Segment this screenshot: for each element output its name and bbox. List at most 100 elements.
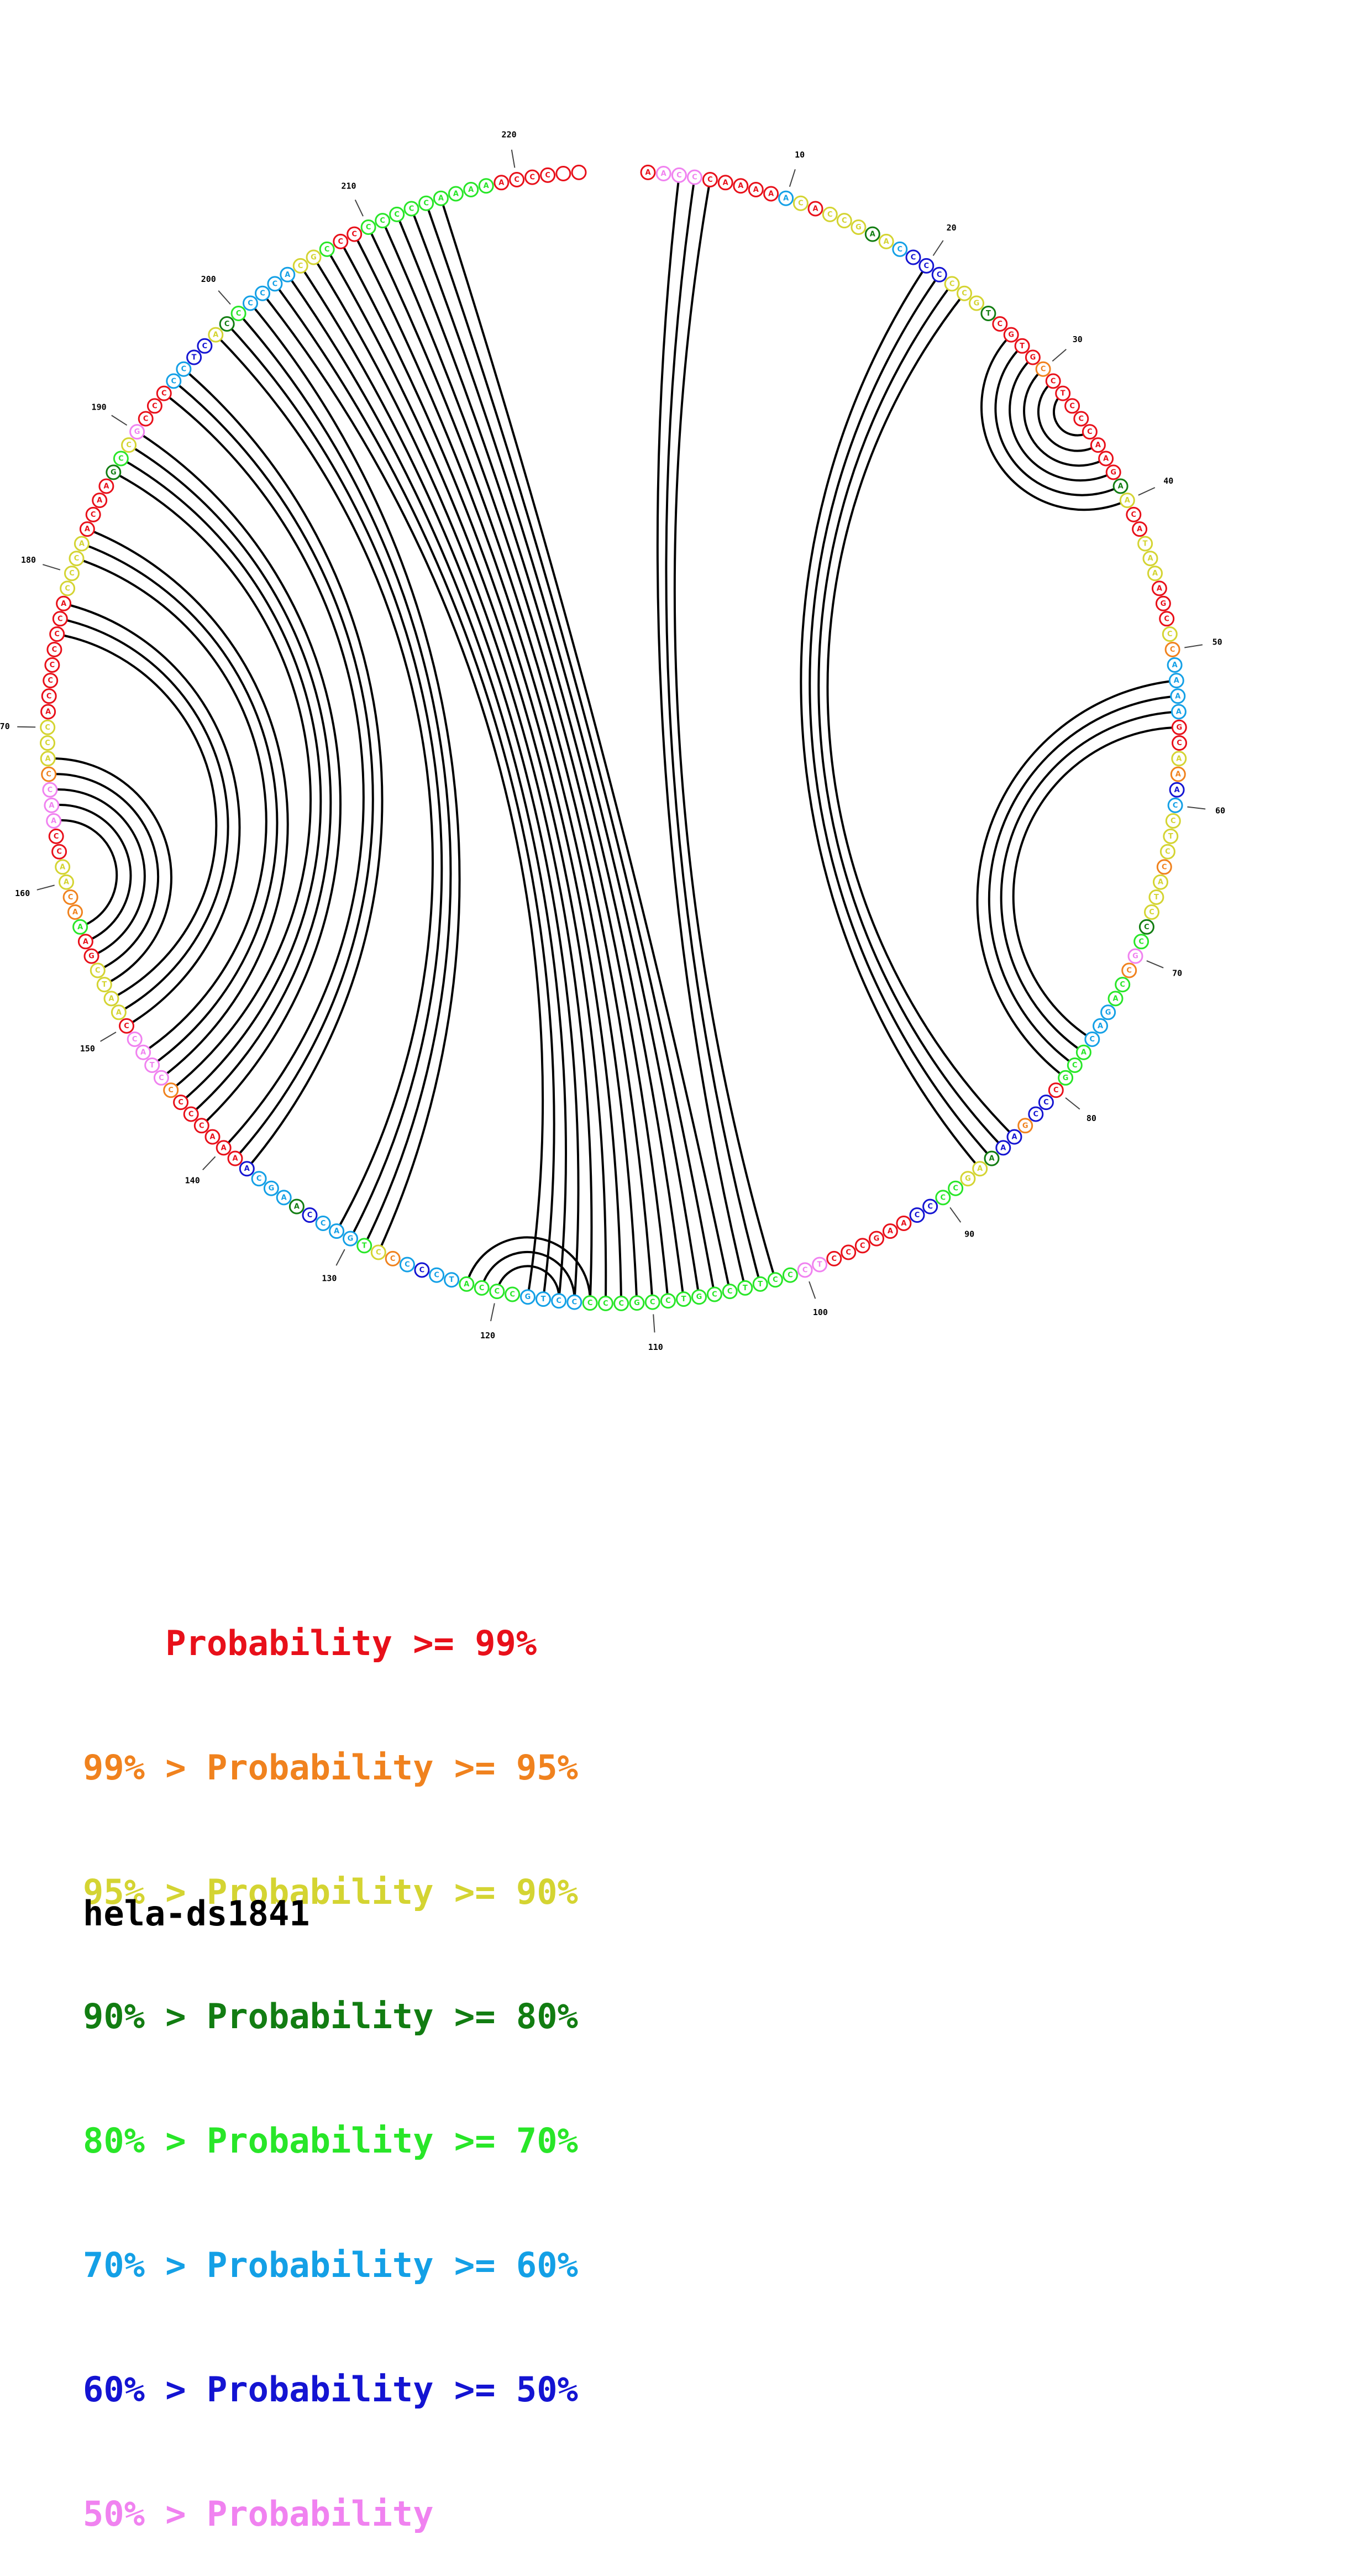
nucleotide-marker <box>851 219 867 235</box>
nucleotide-letter: A <box>77 923 83 931</box>
nucleotide-letter: A <box>1176 708 1182 716</box>
nucleotide-marker <box>251 1171 267 1187</box>
nucleotide-marker <box>1067 1057 1083 1073</box>
position-label: 110 <box>648 1342 663 1352</box>
legend-row-8: 50% > Probability <box>83 2494 434 2534</box>
nucleotide-marker <box>46 813 62 829</box>
position-tick <box>932 240 944 256</box>
nucleotide-marker <box>42 782 58 798</box>
nucleotide-letter: C <box>915 1211 920 1219</box>
base-pair-arc <box>214 334 434 1232</box>
position-tick <box>653 1314 655 1333</box>
nucleotide-letter: A <box>1158 878 1163 887</box>
nucleotide-marker <box>227 1150 243 1166</box>
nucleotide-marker <box>41 688 57 704</box>
nucleotide-letter: A <box>1125 496 1130 505</box>
nucleotide-letter: A <box>723 179 728 187</box>
position-label: 120 <box>480 1331 495 1341</box>
nucleotide-marker <box>92 493 108 509</box>
nucleotide-letter: C <box>788 1271 793 1280</box>
nucleotide-letter: G <box>88 952 95 961</box>
nucleotide-marker <box>276 1190 292 1206</box>
nucleotide-marker <box>1098 451 1114 467</box>
nucleotide-letter: A <box>244 1165 250 1173</box>
nucleotide-letter: C <box>74 554 80 563</box>
nucleotide-letter: C <box>1079 415 1084 423</box>
nucleotide-marker <box>706 1286 722 1302</box>
nucleotide-marker <box>1075 1044 1091 1060</box>
nucleotide-marker <box>156 385 172 401</box>
nucleotide-marker <box>1003 327 1019 343</box>
nucleotide-marker <box>752 1276 768 1292</box>
nucleotide-marker <box>98 478 114 494</box>
nucleotide-letter: A <box>72 908 78 917</box>
nucleotide-letter: C <box>1053 1086 1059 1095</box>
nucleotide-marker <box>280 266 296 282</box>
base-pair-arc <box>113 471 312 1091</box>
nucleotide-letter: C <box>846 1249 851 1257</box>
nucleotide-marker <box>892 241 908 257</box>
nucleotide-letter: A <box>1157 584 1162 593</box>
nucleotide-letter: C <box>1033 1111 1039 1119</box>
nucleotide-letter: A <box>870 231 875 239</box>
nucleotide-marker <box>111 1004 127 1020</box>
nucleotide-letter: C <box>390 1255 396 1263</box>
nucleotide-marker <box>360 219 376 235</box>
nucleotide-marker <box>119 1018 134 1034</box>
nucleotide-marker <box>1127 948 1143 964</box>
position-label: 10 <box>795 150 805 160</box>
nucleotide-letter: C <box>152 402 158 410</box>
nucleotide-letter: C <box>298 262 303 270</box>
nucleotide-marker <box>79 521 95 537</box>
nucleotide-marker <box>121 437 137 453</box>
nucleotide-marker <box>329 1223 345 1239</box>
position-tick <box>809 1281 816 1299</box>
base-pair-arc <box>238 312 452 1247</box>
nucleotide-letter: A <box>221 1144 227 1152</box>
nucleotide-marker <box>288 1198 305 1214</box>
nucleotide-marker <box>737 1280 753 1296</box>
nucleotide-marker <box>686 169 702 185</box>
nucleotide-marker <box>613 1295 629 1311</box>
base-pair-arc <box>300 265 580 1302</box>
nucleotide-marker <box>333 233 349 249</box>
nucleotide-letter: C <box>380 217 385 225</box>
position-ticks: 10 20 30 40 50 60 70 80 90 100 110 120 130 140 150 160 1… <box>0 130 1225 1352</box>
nucleotide-letter: C <box>171 377 177 385</box>
nucleotide-letter: C <box>773 1276 778 1284</box>
nucleotide-letter: A <box>1174 786 1180 794</box>
nucleotide-letter: C <box>1170 817 1176 825</box>
base-pair-arc <box>261 292 544 1297</box>
nucleotide-letter: G <box>965 1175 971 1183</box>
nucleotide-letter: T <box>1143 540 1148 548</box>
base-pair-arc <box>381 220 669 1301</box>
nucleotide-letter: A <box>977 1165 983 1173</box>
nucleotide-marker <box>1126 506 1142 522</box>
nucleotide-marker <box>918 258 935 274</box>
nucleotide-marker <box>836 213 852 229</box>
nucleotide-marker <box>854 1238 870 1254</box>
base-pair-arc <box>1053 392 1090 437</box>
nucleotide-marker <box>49 626 65 642</box>
nucleotide-marker <box>40 735 55 751</box>
nucleotide-marker <box>807 201 823 217</box>
base-pair-arc <box>339 240 623 1303</box>
nucleotide-marker <box>59 874 74 890</box>
nucleotide-letter: G <box>111 468 117 477</box>
nucleotide-marker <box>204 1129 221 1145</box>
nucleotide-letter: A <box>468 186 474 194</box>
base-pair-arc <box>665 177 762 1285</box>
nucleotide-letter: G <box>874 1235 880 1243</box>
base-pair-arc <box>367 227 654 1302</box>
nucleotide-letter: A <box>60 863 65 871</box>
base-pair-arc <box>63 602 241 1027</box>
nucleotide-marker <box>717 175 733 191</box>
nucleotide-letter: C <box>927 1203 933 1211</box>
base-pair-arc <box>76 557 267 1054</box>
nucleotide-letter: T <box>1020 342 1025 350</box>
base-pair-arc <box>1009 357 1114 482</box>
nucleotide-letter: C <box>69 569 75 578</box>
nucleotide-letter: A <box>812 205 818 213</box>
nucleotide-marker <box>1073 411 1089 427</box>
nucleotide-marker <box>389 206 405 222</box>
